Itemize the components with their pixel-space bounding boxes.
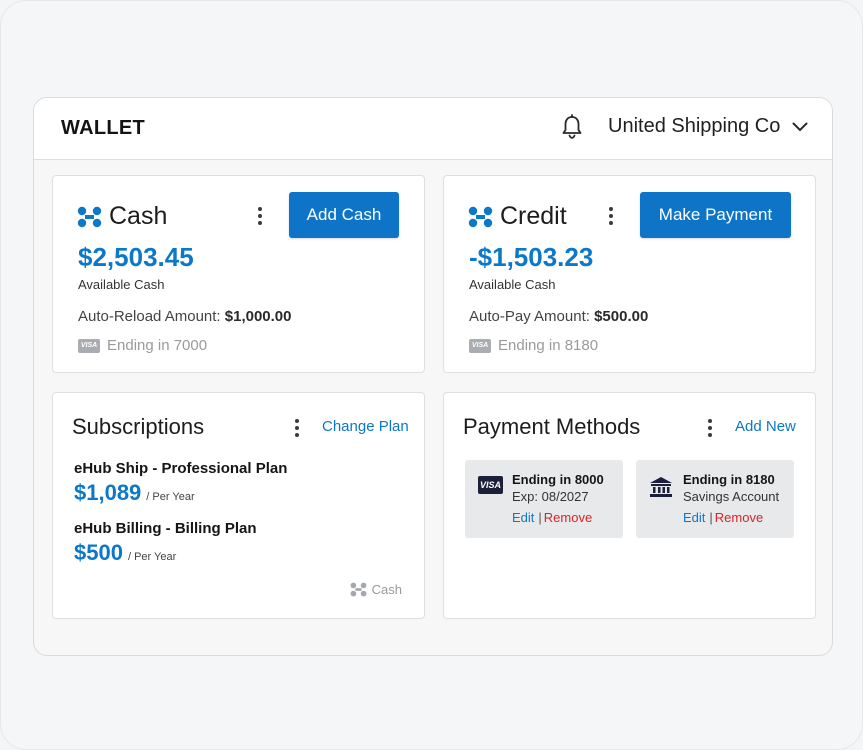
auto-reload-value: $1,000.00 bbox=[224, 308, 292, 325]
visa-card-icon: VISA bbox=[78, 338, 100, 353]
credit-heading: Credit bbox=[468, 202, 567, 231]
ehub-logo-icon bbox=[77, 206, 102, 227]
ehub-logo-icon bbox=[350, 582, 367, 597]
chevron-down-icon bbox=[792, 122, 808, 131]
plan-price-row: $500 / Per Year bbox=[74, 540, 176, 566]
action-separator: | bbox=[709, 510, 713, 525]
company-selector[interactable]: United Shipping Co bbox=[608, 115, 808, 138]
edit-link[interactable]: Edit bbox=[683, 510, 706, 525]
auto-pay-value: $500.00 bbox=[594, 308, 649, 325]
plan-name: eHub Ship - Professional Plan bbox=[74, 460, 288, 477]
plan-price: $1,089 bbox=[74, 480, 142, 505]
credit-amount: -$1,503.23 bbox=[469, 242, 594, 272]
payment-method-ending: Ending in 8180 bbox=[683, 472, 775, 487]
bell-icon[interactable] bbox=[561, 114, 583, 140]
cash-card-ending: VISA Ending in 7000 bbox=[78, 337, 207, 354]
payment-source-tag: Cash bbox=[350, 582, 402, 597]
credit-ending-text: Ending in 8180 bbox=[498, 337, 599, 354]
payment-method-tile: Ending in 8180 Savings Account Edit | Re… bbox=[636, 460, 794, 538]
auto-pay-row: Auto-Pay Amount: $500.00 bbox=[469, 308, 648, 325]
auto-pay-label: Auto-Pay Amount: bbox=[469, 308, 590, 325]
payment-source-label: Cash bbox=[371, 582, 402, 597]
auto-reload-label: Auto-Reload Amount: bbox=[78, 308, 221, 325]
cash-label: Cash bbox=[109, 202, 168, 230]
payment-method-detail: Savings Account bbox=[683, 489, 780, 504]
auto-reload-row: Auto-Reload Amount: $1,000.00 bbox=[78, 308, 292, 325]
credit-label: Credit bbox=[500, 202, 567, 230]
cash-more-icon[interactable] bbox=[254, 205, 266, 227]
wallet-window: WALLET United Shipping Co bbox=[33, 97, 833, 656]
company-name: United Shipping Co bbox=[608, 115, 781, 137]
header-bar: WALLET United Shipping Co bbox=[34, 98, 832, 160]
credit-amount-caption: Available Cash bbox=[469, 277, 556, 292]
make-payment-button[interactable]: Make Payment bbox=[640, 192, 791, 238]
credit-card-ending: VISA Ending in 8180 bbox=[469, 337, 598, 354]
plan-name: eHub Billing - Billing Plan bbox=[74, 520, 257, 537]
change-plan-link[interactable]: Change Plan bbox=[322, 418, 409, 435]
payment-method-tile: VISA Ending in 8000 Exp: 08/2027 Edit | … bbox=[465, 460, 623, 538]
cash-heading: Cash bbox=[77, 202, 167, 231]
payment-methods-card: Payment Methods Add New VISA Ending in 8… bbox=[443, 392, 816, 619]
subscriptions-title: Subscriptions bbox=[72, 414, 205, 439]
payment-method-actions: Edit | Remove bbox=[683, 510, 763, 525]
remove-link[interactable]: Remove bbox=[543, 510, 593, 525]
plan-price-row: $1,089 / Per Year bbox=[74, 480, 195, 506]
payment-method-ending: Ending in 8000 bbox=[512, 472, 604, 487]
payment-methods-more-icon[interactable] bbox=[704, 417, 716, 439]
credit-card: Credit Make Payment -$1,503.23 Available… bbox=[443, 175, 816, 373]
edit-link[interactable]: Edit bbox=[512, 510, 535, 525]
plan-price: $500 bbox=[74, 540, 123, 565]
visa-card-icon: VISA bbox=[469, 338, 491, 353]
credit-more-icon[interactable] bbox=[605, 205, 617, 227]
plan-period: / Per Year bbox=[146, 491, 195, 503]
page-title: WALLET bbox=[61, 117, 146, 139]
cash-ending-text: Ending in 7000 bbox=[107, 337, 208, 354]
subscriptions-card: Subscriptions Change Plan eHub Ship - Pr… bbox=[52, 392, 425, 619]
add-cash-button[interactable]: Add Cash bbox=[289, 192, 399, 238]
cash-amount-caption: Available Cash bbox=[78, 277, 165, 292]
visa-card-icon: VISA bbox=[478, 476, 503, 494]
plan-period: / Per Year bbox=[127, 551, 177, 563]
remove-link[interactable]: Remove bbox=[714, 510, 764, 525]
payment-methods-title: Payment Methods bbox=[463, 414, 641, 439]
payment-method-actions: Edit | Remove bbox=[512, 510, 592, 525]
ehub-logo-icon bbox=[468, 206, 493, 227]
cash-amount: $2,503.45 bbox=[78, 242, 194, 272]
action-separator: | bbox=[538, 510, 542, 525]
cash-card: Cash Add Cash $2,503.45 Available Cash A… bbox=[52, 175, 425, 373]
payment-method-detail: Exp: 08/2027 bbox=[512, 489, 589, 504]
add-new-link[interactable]: Add New bbox=[735, 418, 796, 435]
subscriptions-more-icon[interactable] bbox=[291, 417, 303, 439]
bank-icon bbox=[649, 476, 673, 503]
